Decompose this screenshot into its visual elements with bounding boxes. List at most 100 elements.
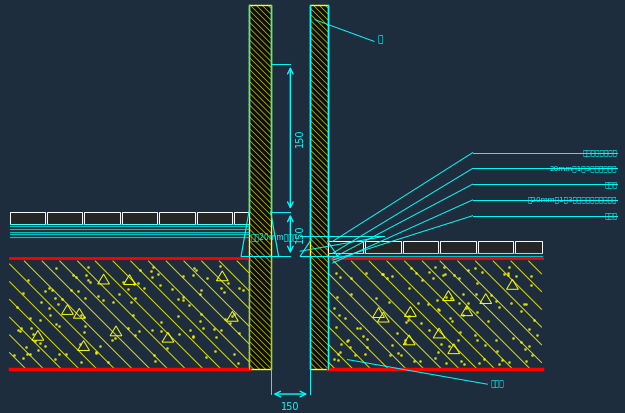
Point <box>491 297 501 304</box>
Bar <box>478 241 513 253</box>
Point <box>415 357 425 364</box>
Point <box>392 330 402 337</box>
Point <box>438 272 448 278</box>
Point <box>332 294 342 301</box>
Point <box>344 337 354 343</box>
Point <box>434 349 444 356</box>
Point <box>233 360 243 366</box>
Bar <box>515 241 541 253</box>
Point <box>76 358 86 365</box>
Point <box>108 299 118 305</box>
Point <box>433 306 443 313</box>
Point <box>156 282 166 289</box>
Point <box>93 292 103 299</box>
Point <box>402 316 412 323</box>
Text: 150: 150 <box>295 225 305 243</box>
Point <box>362 336 372 343</box>
Point <box>41 343 51 350</box>
Point <box>334 311 344 318</box>
Point <box>202 275 212 281</box>
Point <box>516 339 526 346</box>
Text: 见结构: 见结构 <box>490 380 504 389</box>
Point <box>497 356 507 363</box>
Point <box>135 267 145 273</box>
Point <box>531 331 541 338</box>
Point <box>358 332 368 339</box>
Point <box>219 289 229 295</box>
Point <box>499 271 509 278</box>
Point <box>526 273 536 279</box>
Point <box>471 290 481 297</box>
Point <box>178 273 188 279</box>
Bar <box>84 212 120 223</box>
Point <box>441 360 451 366</box>
Point <box>458 291 468 297</box>
Point <box>16 325 26 332</box>
Point <box>220 316 230 322</box>
Point <box>479 356 489 363</box>
Point <box>184 301 194 308</box>
Point <box>12 304 22 311</box>
Point <box>446 314 456 321</box>
Point <box>393 350 403 357</box>
Bar <box>9 212 45 223</box>
Point <box>436 340 446 347</box>
Point <box>333 351 343 358</box>
Point <box>147 326 157 333</box>
Point <box>189 264 199 271</box>
Point <box>361 270 371 276</box>
Point <box>45 312 55 319</box>
Point <box>22 351 32 358</box>
Point <box>227 313 237 320</box>
Point <box>40 287 50 294</box>
Point <box>198 325 208 332</box>
Point <box>449 272 459 278</box>
Point <box>25 315 35 321</box>
Point <box>26 325 36 332</box>
Point <box>103 358 113 365</box>
Point <box>506 299 516 306</box>
Point <box>51 265 61 272</box>
Point <box>329 304 339 311</box>
Point <box>196 287 206 293</box>
Point <box>331 270 341 277</box>
Text: 柱: 柱 <box>377 35 382 44</box>
Point <box>129 295 139 301</box>
Point <box>459 361 469 367</box>
Point <box>404 313 414 319</box>
Point <box>188 272 198 278</box>
Point <box>371 295 381 301</box>
Point <box>335 274 345 280</box>
Point <box>474 360 484 366</box>
Point <box>18 355 28 361</box>
Point <box>472 280 482 287</box>
Point <box>345 344 355 351</box>
Point <box>413 300 423 306</box>
Point <box>526 282 536 289</box>
Point <box>151 358 161 364</box>
Point <box>51 294 61 301</box>
Point <box>123 286 133 293</box>
Point <box>54 351 64 358</box>
Bar <box>402 241 438 253</box>
Point <box>458 311 468 318</box>
Point <box>504 264 514 271</box>
Point <box>428 274 438 281</box>
Point <box>483 318 493 324</box>
Point <box>185 327 195 334</box>
Bar <box>440 241 476 253</box>
Point <box>234 330 244 336</box>
Point <box>95 342 105 349</box>
Point <box>448 317 458 324</box>
Point <box>346 274 356 281</box>
Point <box>462 267 472 273</box>
Bar <box>234 212 249 223</box>
Point <box>521 301 531 308</box>
Point <box>48 286 58 293</box>
Point <box>519 301 529 307</box>
Point <box>44 305 54 311</box>
Point <box>174 331 184 337</box>
Point <box>503 270 513 276</box>
Point <box>529 317 539 323</box>
Point <box>81 272 91 278</box>
